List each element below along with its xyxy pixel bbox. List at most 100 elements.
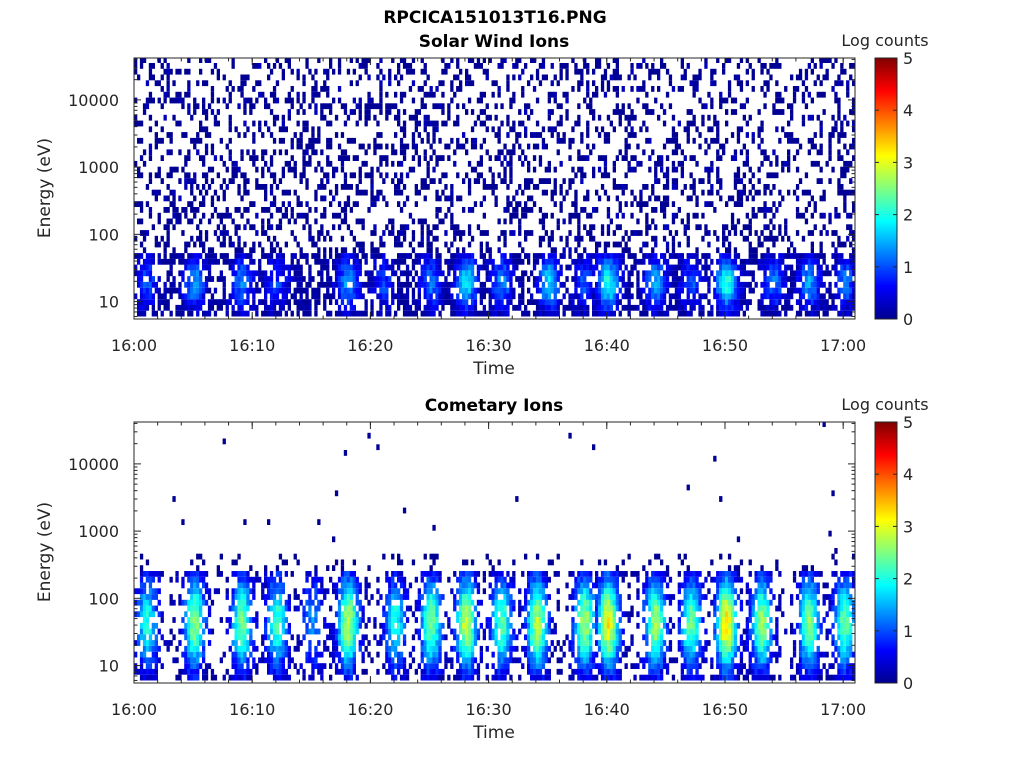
spectrogram-cell bbox=[172, 276, 176, 282]
spectrogram-cell bbox=[739, 80, 744, 87]
spectrogram-cell bbox=[219, 276, 223, 282]
spectrogram-cell bbox=[810, 68, 814, 75]
spectrogram-cell bbox=[822, 299, 826, 305]
spectrogram-cell bbox=[187, 622, 191, 629]
spectrogram-cell bbox=[810, 195, 814, 202]
spectrogram-cell bbox=[172, 496, 176, 502]
spectrogram-cell bbox=[725, 276, 729, 282]
spectrogram-cell bbox=[370, 184, 374, 190]
spectrogram-cell bbox=[142, 617, 147, 623]
spectrogram-cell bbox=[600, 270, 605, 277]
spectrogram-cell bbox=[181, 166, 185, 173]
spectrogram-cell bbox=[630, 126, 634, 133]
spectrogram-cell bbox=[627, 247, 631, 254]
spectrogram-cell bbox=[535, 310, 540, 317]
spectrogram-cell bbox=[193, 663, 197, 669]
spectrogram-cell bbox=[465, 264, 469, 271]
spectrogram-cell bbox=[222, 299, 226, 305]
spectrogram-cell bbox=[787, 276, 791, 282]
spectrogram-cell bbox=[727, 281, 732, 288]
spectrogram-cell bbox=[621, 109, 625, 115]
spectrogram-cell bbox=[435, 287, 439, 294]
spectrogram-cell bbox=[284, 293, 288, 300]
spectrogram-cell bbox=[556, 103, 560, 110]
spectrogram-cell bbox=[234, 617, 238, 623]
spectrogram-cell bbox=[370, 201, 374, 207]
spectrogram-cell bbox=[612, 264, 616, 271]
spectrogram-cell bbox=[264, 230, 268, 236]
spectrogram-cell bbox=[597, 276, 602, 282]
spectrogram-cell bbox=[479, 63, 483, 69]
spectrogram-cell bbox=[497, 299, 501, 305]
spectrogram-cell bbox=[834, 264, 838, 271]
spectrogram-cell bbox=[662, 109, 667, 115]
spectrogram-cell bbox=[391, 287, 395, 294]
spectrogram-cell bbox=[202, 195, 206, 202]
spectrogram-cell bbox=[450, 224, 454, 231]
spectrogram-cell bbox=[199, 155, 203, 161]
spectrogram-cell bbox=[710, 270, 714, 277]
spectrogram-cell bbox=[772, 241, 776, 248]
spectrogram-cell bbox=[485, 287, 489, 294]
spectrogram-cell bbox=[615, 63, 619, 69]
spectrogram-cell bbox=[219, 617, 223, 623]
spectrogram-cell bbox=[154, 189, 158, 196]
spectrogram-cell bbox=[148, 674, 153, 681]
spectrogram-cell bbox=[193, 264, 197, 271]
spectrogram-cell bbox=[154, 143, 158, 150]
spectrogram-cell bbox=[621, 281, 625, 288]
spectrogram-cell bbox=[332, 195, 336, 202]
spectrogram-cell bbox=[778, 189, 782, 196]
spectrogram-cell bbox=[589, 253, 593, 259]
spectrogram-cell bbox=[532, 58, 537, 63]
spectrogram-cell bbox=[674, 253, 679, 259]
spectrogram-cell bbox=[252, 645, 256, 652]
spectrogram-cell bbox=[603, 287, 608, 294]
spectrogram-cell bbox=[246, 594, 250, 600]
spectrogram-cell bbox=[267, 63, 271, 69]
spectrogram-cell bbox=[228, 120, 232, 127]
spectrogram-cell bbox=[816, 74, 820, 81]
spectrogram-cell bbox=[142, 58, 147, 63]
spectrogram-cell bbox=[730, 195, 735, 202]
spectrogram-cell bbox=[429, 281, 433, 288]
spectrogram-cell bbox=[453, 264, 457, 271]
spectrogram-cell bbox=[346, 276, 351, 282]
spectrogram-cell bbox=[787, 235, 791, 242]
spectrogram-cell bbox=[193, 304, 197, 311]
spectrogram-cell bbox=[807, 264, 811, 271]
spectrogram-cell bbox=[686, 218, 690, 225]
spectrogram-cell bbox=[532, 276, 537, 282]
spectrogram-cell bbox=[432, 132, 436, 138]
spectrogram-cell bbox=[568, 218, 572, 225]
spectrogram-cell bbox=[852, 258, 856, 265]
spectrogram-cell bbox=[488, 258, 492, 265]
spectrogram-cell bbox=[181, 582, 185, 589]
spectrogram-cell bbox=[305, 120, 309, 127]
spectrogram-cell bbox=[698, 293, 702, 300]
spectrogram-cell bbox=[284, 149, 288, 156]
spectrogram-cell bbox=[556, 276, 560, 282]
spectrogram-cell bbox=[662, 258, 667, 265]
spectrogram-cell bbox=[665, 137, 670, 144]
spectrogram-cell bbox=[187, 571, 191, 577]
spectrogram-cell bbox=[553, 97, 557, 104]
spectrogram-cell bbox=[240, 310, 244, 317]
spectrogram-cell bbox=[187, 645, 191, 652]
spectrogram-cell bbox=[453, 160, 457, 167]
spectrogram-cell bbox=[243, 611, 247, 618]
spectrogram-cell bbox=[701, 276, 705, 282]
spectrogram-cell bbox=[240, 628, 244, 635]
spectrogram-cell bbox=[704, 63, 708, 69]
spectrogram-cell bbox=[204, 287, 209, 294]
spectrogram-cell bbox=[497, 287, 501, 294]
spectrogram-cell bbox=[204, 109, 209, 115]
spectrogram-cell bbox=[459, 253, 463, 259]
spectrogram-cell bbox=[287, 97, 291, 104]
spectrogram-cell bbox=[184, 611, 188, 618]
spectrogram-cell bbox=[580, 276, 584, 282]
spectrogram-cell bbox=[556, 224, 560, 231]
spectrogram-cell bbox=[671, 212, 676, 219]
spectrogram-cell bbox=[275, 58, 280, 63]
spectrogram-cell bbox=[518, 218, 522, 225]
